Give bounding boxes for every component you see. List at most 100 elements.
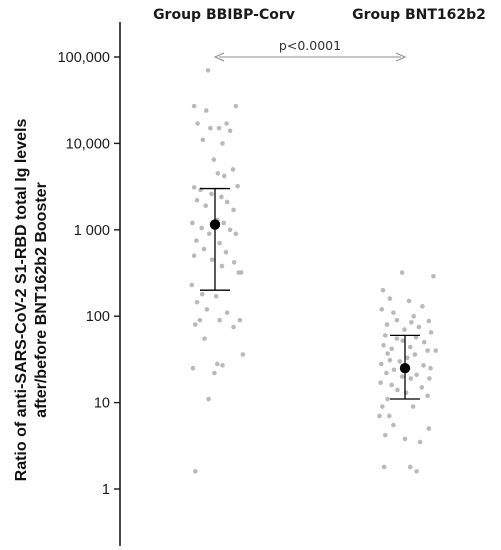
median-marker [399, 363, 411, 374]
data-point [194, 197, 200, 203]
data-point [413, 334, 419, 340]
data-point [380, 404, 385, 409]
data-point [194, 238, 199, 243]
data-point [205, 68, 211, 73]
data-point [192, 469, 198, 474]
data-point [190, 220, 195, 226]
bracket-arrow-left [213, 52, 225, 62]
data-point [227, 227, 233, 233]
significance-bracket: p<0.0001 [213, 38, 407, 62]
data-point [224, 121, 229, 126]
data-point [197, 317, 203, 323]
data-point [240, 352, 246, 357]
data-point [223, 249, 229, 255]
data-point [431, 273, 436, 279]
data-point [224, 310, 230, 315]
data-point [427, 376, 432, 381]
data-point [382, 432, 388, 438]
data-point [213, 293, 219, 299]
data-point [428, 330, 434, 335]
data-point [204, 307, 210, 312]
data-point [378, 361, 384, 367]
data-point [233, 103, 239, 109]
data-points [189, 68, 439, 474]
data-point [379, 307, 385, 312]
data-point [421, 339, 427, 345]
data-point [224, 199, 230, 205]
data-point [381, 343, 386, 348]
data-point [425, 393, 430, 399]
data-point [237, 317, 243, 323]
data-point [414, 469, 419, 474]
data-point [199, 225, 204, 231]
data-point [230, 167, 236, 172]
data-point [402, 436, 408, 442]
data-point [211, 157, 217, 162]
data-point [391, 422, 396, 428]
data-point [233, 231, 239, 237]
data-point [200, 137, 206, 143]
data-point [385, 396, 390, 402]
data-point [414, 372, 419, 378]
data-point [395, 387, 400, 393]
data-point [389, 382, 394, 388]
p-value-annotation: p<0.0001 [279, 38, 341, 53]
y-axis-label-line-2: after/before BNT162b2 Booster [33, 182, 50, 418]
data-point [216, 125, 222, 131]
data-point [231, 207, 236, 213]
y-axis-label-line-1: Ratio of anti-SARS-CoV-2 S1-RBD total Ig… [13, 119, 30, 482]
data-point [394, 317, 400, 323]
data-point [384, 370, 389, 376]
y-tick-label: 100 [86, 309, 110, 325]
data-point [202, 336, 207, 341]
data-point [387, 413, 392, 419]
data-point [382, 333, 388, 338]
data-point [411, 313, 417, 319]
y-tick-label: 100,000 [58, 50, 110, 66]
data-point [402, 327, 407, 332]
data-point [387, 296, 393, 301]
data-point [399, 374, 405, 379]
data-point [426, 318, 432, 324]
data-point [221, 173, 227, 179]
data-point [394, 336, 400, 341]
data-point [406, 298, 412, 304]
data-point [399, 270, 405, 275]
data-point [208, 125, 213, 131]
y-tick-label: 1 [102, 482, 110, 498]
y-axis-label: Ratio of anti-SARS-CoV-2 S1-RBD total Ig… [13, 119, 50, 482]
data-point [419, 385, 425, 390]
data-point [220, 363, 225, 368]
data-point [428, 365, 433, 371]
y-tick-label: 10,000 [66, 136, 110, 152]
data-point [191, 185, 197, 190]
data-point [407, 344, 413, 350]
group-label-bnt162b2: Group BNT162b2 [352, 7, 486, 23]
data-point [215, 171, 221, 176]
data-point [219, 194, 224, 200]
data-point [397, 359, 403, 364]
data-point [220, 141, 225, 146]
data-point [391, 310, 396, 315]
data-point [381, 464, 387, 470]
data-point [191, 253, 197, 259]
data-point [209, 257, 215, 263]
group-label-bbibp: Group BBIBP-Corv [153, 7, 295, 23]
data-point [191, 103, 197, 109]
data-point [195, 121, 200, 126]
data-point [409, 319, 414, 325]
data-point [199, 291, 205, 297]
data-point [217, 240, 222, 246]
data-point [206, 231, 212, 237]
data-point [192, 322, 198, 327]
data-point [221, 220, 226, 226]
data-point [420, 304, 425, 309]
data-point [405, 355, 410, 361]
y-tick-label: 1 000 [74, 223, 110, 239]
data-point [231, 260, 237, 265]
data-point [385, 351, 390, 356]
data-point [400, 338, 405, 344]
data-point [416, 324, 422, 330]
data-point [206, 396, 211, 402]
